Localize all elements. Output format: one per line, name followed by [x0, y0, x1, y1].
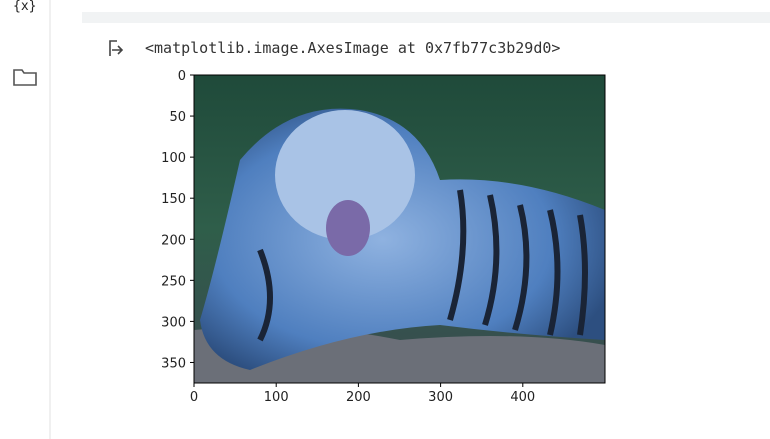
- y-tick-label: 250: [161, 274, 186, 289]
- y-tick-label: 50: [169, 110, 186, 125]
- notebook: {x} <matplotlib.image.AxesImage at 0x7fb…: [0, 0, 770, 439]
- variables-icon[interactable]: {x}: [13, 0, 36, 14]
- x-tick-label: 100: [264, 390, 289, 405]
- image: [194, 75, 605, 383]
- x-tick-label: 200: [346, 390, 371, 405]
- output-text: <matplotlib.image.AxesImage at 0x7fb77c3…: [145, 39, 560, 57]
- cell-bar: [82, 12, 770, 23]
- y-tick-label: 0: [178, 69, 186, 84]
- x-tick-label: 300: [428, 390, 453, 405]
- notebook-screen: {x} <matplotlib.image.AxesImage at 0x7fb…: [0, 0, 770, 439]
- x-tick-label: 0: [190, 390, 198, 405]
- y-tick-label: 100: [161, 151, 186, 166]
- y-tick-label: 350: [161, 356, 186, 371]
- y-tick-label: 150: [161, 192, 186, 207]
- output-icon[interactable]: [110, 41, 122, 56]
- y-tick-label: 200: [161, 233, 186, 248]
- x-tick-label: 400: [510, 390, 535, 405]
- files-icon[interactable]: [14, 70, 36, 85]
- y-tick-label: 300: [161, 315, 186, 330]
